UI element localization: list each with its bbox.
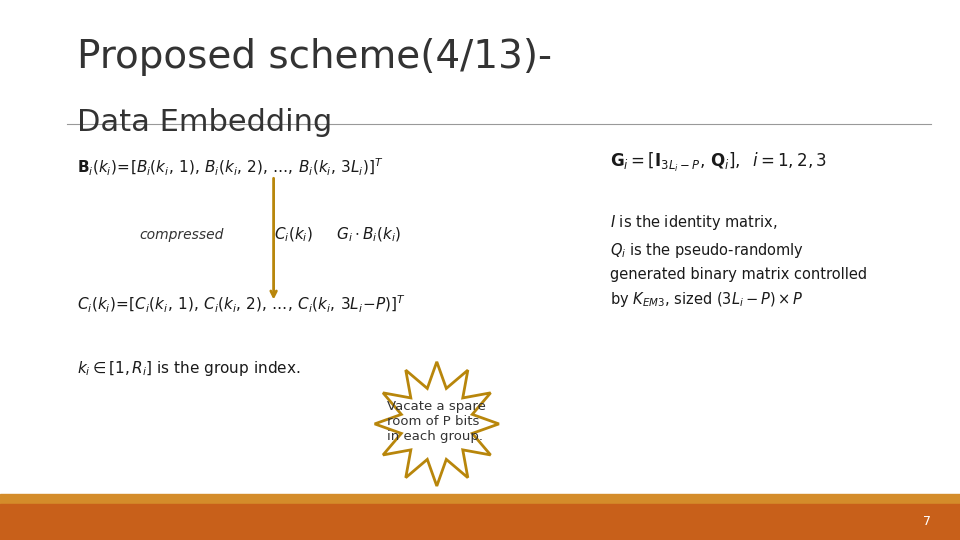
Text: Proposed scheme(4/13)-: Proposed scheme(4/13)-: [77, 38, 552, 76]
Text: compressed: compressed: [139, 228, 224, 242]
Text: 7: 7: [924, 515, 931, 529]
Text: Data Embedding: Data Embedding: [77, 108, 332, 137]
Bar: [0, 504, 960, 540]
Text: $\mathbf{G}_i = [\mathbf{I}_{3L_i-P},\,\mathbf{Q}_i],\;\;i=1,2,3$: $\mathbf{G}_i = [\mathbf{I}_{3L_i-P},\,\…: [610, 151, 827, 174]
Text: $\mathbf{B}_i(k_i)\!=\![B_i(k_i,\,1),\,B_i(k_i,\,2),\,\ldots,\,B_i(k_i,\,3L_i)]^: $\mathbf{B}_i(k_i)\!=\![B_i(k_i,\,1),\,B…: [77, 157, 383, 178]
Text: Vacate a spare
room of P bits
in each group.: Vacate a spare room of P bits in each gr…: [388, 400, 486, 443]
Text: $I$ is the identity matrix,
$Q_i$ is the pseudo-randomly
generated binary matrix: $I$ is the identity matrix, $Q_i$ is the…: [610, 213, 867, 309]
Text: $C_i(k_i)\!=\![C_i(k_i,\,1),\,C_i(k_i,\,2),\,\ldots,\,C_i(k_i,\,3L_i\!-\!P)]^T$: $C_i(k_i)\!=\![C_i(k_i,\,1),\,C_i(k_i,\,…: [77, 294, 406, 315]
Text: $C_i(k_i)$     $G_i \cdot B_i(k_i)$: $C_i(k_i)$ $G_i \cdot B_i(k_i)$: [274, 226, 400, 244]
Bar: [0, 494, 960, 504]
Text: $k_i \in [1,R_i]$ is the group index.: $k_i \in [1,R_i]$ is the group index.: [77, 359, 300, 378]
